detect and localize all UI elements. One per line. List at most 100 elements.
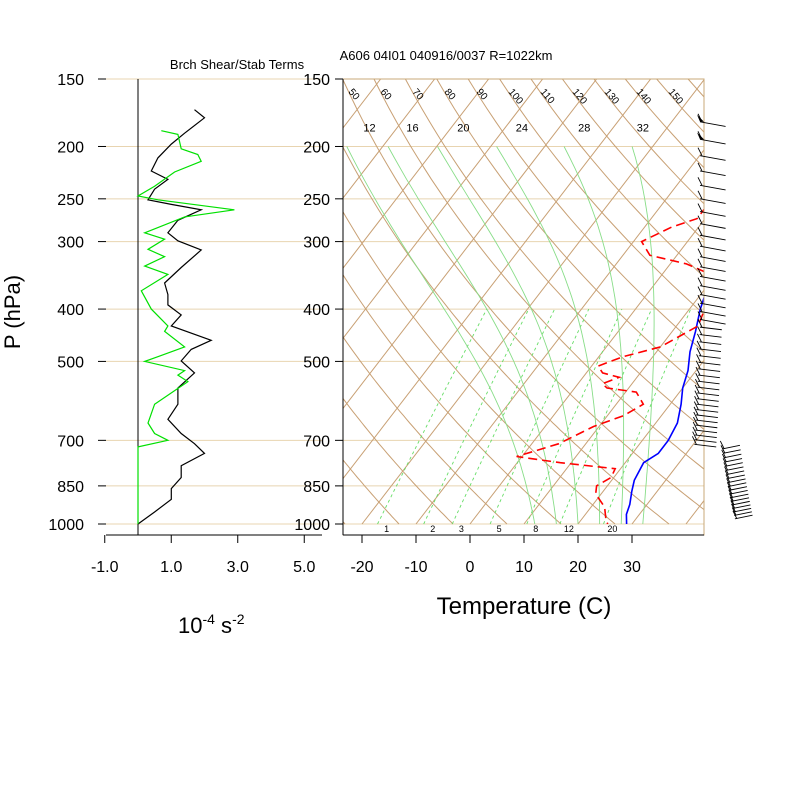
wind-barb-staff [694, 443, 717, 448]
wind-barb-feather [695, 360, 701, 370]
wind-barb-staff [699, 341, 722, 345]
wind-barb [719, 440, 741, 450]
wind-barb-staff [699, 121, 726, 127]
left-y-tick-labels: 150 200 250 300 400 500 700 850 1000 [48, 72, 106, 534]
wind-barb-feather [694, 395, 700, 405]
dry-adiabat-line [343, 336, 508, 525]
mixing-ratio-label: 5 [497, 524, 502, 534]
wind-barb [697, 203, 726, 217]
dry-adiabat-line [561, 79, 704, 241]
dry-adiabat-line [343, 397, 454, 525]
moist-adiabat-line [437, 146, 579, 525]
moist-adiabat-label: 24 [516, 122, 528, 134]
isotherm-line [523, 289, 704, 525]
wind-barb-staff [699, 155, 726, 161]
wind-barb [695, 366, 720, 379]
wind-barb-staff [699, 198, 726, 204]
wind-barb-feather [697, 177, 703, 186]
wind-barb [693, 406, 718, 418]
isotherm-line [343, 79, 436, 199]
wind-barb-staff [699, 266, 726, 272]
right-series-group [516, 208, 704, 525]
left-y-tick-label: 300 [57, 235, 84, 252]
wind-barb [725, 474, 746, 483]
right-pressure-gridlines [343, 79, 704, 525]
right-y-tick-labels: 150 200 250 300 400 500 700 850 1000 [294, 72, 343, 534]
dry-adiabat-line [343, 146, 670, 525]
left-x-tick-label: 3.0 [227, 559, 249, 576]
mixing-ratio-label: 2 [430, 524, 435, 534]
temperature-tick-label: -20 [350, 559, 373, 576]
wind-barb [697, 248, 726, 262]
wind-barb-staff [729, 489, 748, 495]
wind-barb-feather [696, 333, 702, 343]
isotherm-line [343, 79, 652, 480]
wind-barb-staff [732, 500, 750, 506]
wind-barb-staff [728, 482, 747, 487]
wind-barb [696, 354, 721, 366]
wind-barb [692, 426, 717, 438]
mixing-ratio-line [377, 308, 488, 525]
wind-barb-staff [696, 398, 719, 402]
mixing-ratio-label: 8 [533, 524, 538, 534]
isotherm-line [740, 79, 800, 524]
wind-barb-feather [697, 318, 703, 328]
dry-adiabats [29, 79, 800, 525]
wind-barb-feather [697, 203, 703, 212]
moist-adiabat-line [496, 146, 601, 524]
wind-barb [693, 401, 719, 413]
temperature-tick-label: 20 [569, 559, 587, 576]
wind-barb-feather [730, 500, 736, 509]
wind-barb-staff [696, 403, 719, 408]
left-y-tick-label: 1000 [48, 517, 84, 534]
left-series-group [136, 109, 235, 525]
dry-adiabat-label: 90 [474, 87, 490, 103]
wind-barb-feather [695, 372, 701, 382]
wind-barb-feather [692, 426, 698, 436]
wind-barb [696, 333, 722, 345]
wind-barb-feather [692, 431, 698, 440]
wind-barb-staff [697, 380, 720, 385]
wind-barb-feather [697, 215, 703, 224]
shear-stab-panel: -1.0 1.0 3.0 5.0 150 200 250 300 400 500 700 850 10… [0, 57, 322, 638]
wind-barb-staff [699, 223, 726, 229]
wind-barb [694, 395, 719, 408]
wind-barb-staff [699, 245, 726, 252]
wind-barb [697, 311, 726, 325]
dry-adiabat-line [720, 79, 800, 524]
wind-barb [720, 445, 741, 454]
wind-barb-staff [699, 334, 722, 338]
wind-barb-feather [696, 347, 702, 356]
wind-barb-staff [723, 453, 742, 459]
wind-barb-staff [699, 294, 726, 300]
moist-adiabat-label: 32 [637, 122, 649, 134]
wind-barb-feather [727, 485, 733, 495]
wind-barb-staff [699, 211, 726, 217]
isotherm-line [469, 219, 704, 525]
wind-barb-staff [699, 302, 726, 309]
dry-adiabat-label: 80 [442, 87, 458, 103]
wind-barb [697, 277, 726, 291]
wind-barb-feather [732, 510, 738, 519]
wind-barb [697, 258, 726, 272]
wind-barb [692, 431, 717, 443]
wind-barb-feather [725, 474, 731, 483]
mixing-ratio-lines [346, 146, 692, 525]
dry-adiabat-label: 60 [378, 87, 394, 103]
dry-adiabat-line [530, 79, 704, 278]
isotherm-line [631, 429, 704, 525]
wind-barb-feather [722, 458, 728, 467]
wind-barb-feather [721, 449, 727, 458]
dry-adiabat-line [29, 79, 183, 524]
wind-barb [697, 238, 726, 252]
wind-barb [697, 326, 722, 338]
right-y-tick-label: 250 [303, 192, 330, 209]
wind-barb [697, 294, 726, 309]
moist-adiabat-label: 16 [406, 122, 418, 134]
wind-barb [697, 177, 726, 191]
wind-barb-staff [694, 434, 717, 438]
isotherm-line [343, 79, 598, 410]
wind-barb [722, 458, 743, 467]
moist-adiabat-label: 12 [363, 122, 375, 134]
isotherms [343, 79, 800, 525]
